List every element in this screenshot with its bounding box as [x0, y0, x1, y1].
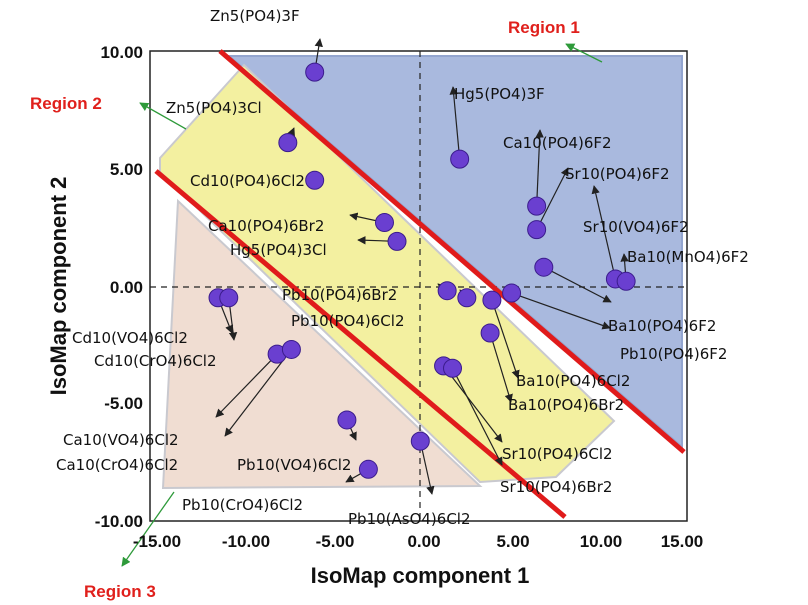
data-point — [482, 290, 502, 310]
point-layer — [208, 62, 636, 479]
data-point — [527, 196, 547, 216]
trajectory-arrow — [543, 266, 612, 303]
data-point — [616, 271, 636, 291]
region-3-label: Region 3 — [84, 582, 156, 601]
x-tick-label: -5.00 — [316, 532, 355, 551]
trajectory-arrow — [451, 367, 503, 466]
x-tick-label: 10.00 — [580, 532, 623, 551]
point-label: Pb10(AsO4)6Cl2 — [348, 510, 471, 528]
y-tick-label: 5.00 — [110, 160, 143, 179]
point-label: Hg5(PO4)3Cl — [230, 241, 327, 259]
point-label: Ba10(PO4)6Br2 — [508, 396, 624, 414]
region-1-label: Region 1 — [508, 18, 580, 37]
region-2-area — [159, 63, 616, 484]
data-point — [457, 288, 477, 308]
point-label: Pb10(CrO4)6Cl2 — [182, 496, 303, 514]
trajectory-arrow — [491, 299, 520, 379]
trajectory-arrow — [224, 349, 292, 437]
arrow-layer — [215, 38, 629, 495]
point-label: Hg5(PO4)3F — [454, 85, 545, 103]
point-label: Pb10(PO4)6Cl2 — [291, 312, 404, 330]
point-label: Sr10(PO4)6Br2 — [500, 478, 612, 496]
y-axis-title: IsoMap component 2 — [46, 177, 71, 396]
boundary-line-upper — [218, 49, 686, 454]
trajectory-arrow — [536, 167, 569, 230]
point-label: Cd10(CrO4)6Cl2 — [94, 352, 217, 370]
data-point — [502, 283, 522, 303]
data-point — [358, 459, 378, 479]
point-label: Sr10(PO4)6Cl2 — [502, 445, 613, 463]
x-tick-label: -10.00 — [222, 532, 270, 551]
data-point — [337, 410, 357, 430]
point-label: Zn5(PO4)3F — [210, 7, 300, 25]
data-point — [387, 231, 407, 251]
data-point — [278, 133, 298, 153]
region-2-pointer — [139, 102, 187, 130]
data-point — [534, 257, 554, 277]
trajectory-arrow — [443, 365, 503, 443]
x-tick-label: 15.00 — [661, 532, 704, 551]
data-point — [527, 220, 547, 240]
trajectory-arrow — [449, 86, 461, 160]
data-point — [305, 170, 325, 190]
x-axis-title: IsoMap component 1 — [311, 563, 530, 588]
point-label: Ba10(MnO4)6F2 — [627, 248, 749, 266]
label-layer: Zn5(PO4)3F Zn5(PO4)3Cl Cd10(PO4)6Cl2 Ca10(P… — [56, 7, 749, 528]
data-point — [281, 339, 301, 359]
trajectory-arrow — [489, 332, 513, 403]
trajectory-arrow — [511, 292, 611, 330]
point-label: Sr10(PO4)6F2 — [565, 165, 670, 183]
data-point — [443, 358, 463, 378]
data-point — [305, 62, 325, 82]
point-label: Cd10(VO4)6Cl2 — [72, 329, 188, 347]
point-label: Cd10(PO4)6Cl2 — [190, 172, 305, 190]
y-tick-label: -5.00 — [104, 394, 143, 413]
data-point — [437, 281, 457, 301]
point-label: Pb10(VO4)6Cl2 — [237, 456, 351, 474]
point-label: Ca10(VO4)6Cl2 — [63, 431, 179, 449]
trajectory-arrow — [591, 185, 616, 280]
trajectory-arrow — [215, 353, 278, 418]
point-label: Ca10(PO4)6F2 — [503, 134, 612, 152]
data-point — [219, 288, 239, 308]
data-point — [374, 213, 394, 233]
data-point — [480, 323, 500, 343]
x-tick-label: 0.00 — [407, 532, 440, 551]
data-point — [410, 431, 430, 451]
y-tick-label: 0.00 — [110, 278, 143, 297]
x-tick-label: -15.00 — [133, 532, 181, 551]
point-label: Zn5(PO4)3Cl — [166, 99, 262, 117]
point-label: Pb10(PO4)6F2 — [620, 345, 727, 363]
point-label: Ca10(PO4)6Br2 — [208, 217, 324, 235]
point-label: Ca10(CrO4)6Cl2 — [56, 456, 178, 474]
region-3-area — [161, 198, 483, 490]
region-3-pointer — [121, 491, 175, 567]
x-tick-label: 5.00 — [496, 532, 529, 551]
point-label: Ba10(PO4)6F2 — [608, 317, 716, 335]
point-label: Sr10(VO4)6F2 — [583, 218, 689, 236]
point-label: Pb10(PO4)6Br2 — [282, 286, 397, 304]
point-label: Ba10(PO4)6Cl2 — [516, 372, 630, 390]
region-1-pointer — [565, 43, 603, 63]
y-tick-label: -10.00 — [95, 512, 143, 531]
trajectory-arrow — [535, 129, 544, 207]
data-point — [450, 149, 470, 169]
region-2-label: Region 2 — [30, 94, 102, 113]
y-tick-label: 10.00 — [100, 43, 143, 62]
